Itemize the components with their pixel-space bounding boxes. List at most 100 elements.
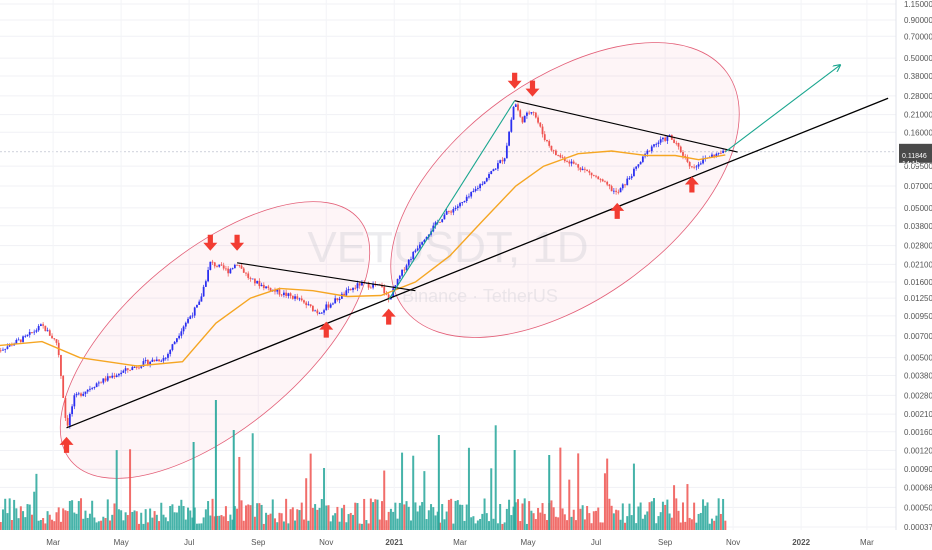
volume-bar [383,470,386,530]
volume-bar [173,512,176,530]
volume-bar [140,512,143,530]
volume-bar [436,511,439,530]
volume-bar [42,518,45,530]
volume-bar [490,468,493,530]
volume-bar [548,455,551,530]
candle-body [169,349,172,354]
y-tick-label: 0.00050 [904,503,932,512]
candle-body [352,287,354,291]
volume-bar [37,520,40,530]
candle-body [31,332,33,333]
candle-body [715,153,718,157]
candle-body [523,115,526,123]
candle-body [630,176,633,179]
candle-body [120,372,123,375]
volume-bar [452,523,455,530]
candle-body [178,335,181,339]
candle-body [675,142,678,144]
volume-bar [367,523,370,530]
candle-body [699,163,702,165]
candle-body [276,289,279,292]
candle-body [254,278,256,284]
candle-body [220,264,223,266]
candle-body [566,161,568,162]
candle-body [189,316,192,319]
volume-bar [369,498,372,530]
volume-bar [146,522,149,530]
volume-bar [704,505,707,530]
volume-bar [387,511,390,530]
candle-body [599,179,602,181]
volume-bar [189,510,192,530]
volume-bar [240,500,243,530]
volume-bar [356,503,359,530]
candle-body [534,112,537,118]
volume-bar [688,517,691,530]
volume-bar [606,458,609,530]
volume-bar [345,522,348,530]
volume-bar [131,511,134,530]
candle-body [8,344,11,347]
volume-bar [325,505,328,530]
candle-body [71,406,73,415]
candle-body [461,202,464,204]
candle-body [503,158,506,162]
volume-bar [550,500,553,530]
candle-body [601,179,604,182]
volume-bar [655,523,658,530]
candle-body [242,268,245,273]
volume-bar [265,512,268,530]
volume-bar [84,510,87,530]
candle-body [476,188,479,189]
candle-body [443,214,446,220]
volume-bar [129,449,132,530]
volume-bar [706,502,709,530]
volume-bar [463,520,466,530]
volume-bar [271,499,274,530]
y-tick-label: 0.50000 [904,54,932,63]
volume-bar [494,425,497,530]
volume-bar [82,518,85,530]
volume-bar [86,517,89,530]
volume-bar [376,499,379,530]
volume-bar [661,501,664,530]
candle-body [300,298,303,301]
volume-bar [586,506,589,530]
volume-bar [621,503,624,530]
candle-body [561,157,564,159]
volume-bar [628,503,631,530]
down-arrow [203,234,218,251]
volume-bar [648,502,651,530]
volume-bar [715,515,718,530]
volume-bar [191,517,194,530]
volume-bar [104,518,107,530]
volume-bar [260,504,263,530]
volume-bar [588,513,591,530]
candle-body [44,325,47,332]
candle-body [682,152,684,156]
candle-body [320,312,323,314]
candle-body [202,286,205,297]
candle-body [557,155,560,156]
y-tick-label: 0.03800 [904,222,932,231]
volume-bar [479,518,482,530]
candle-body [684,155,687,157]
time-axis[interactable]: Mar May Jul Sep Nov 2021 Mar May Jul Sep Nov 2022 Ma… [46,538,874,547]
candle-body [548,141,551,146]
volume-bar [19,506,22,530]
candle-body [463,201,466,203]
price-axis[interactable]: 0.00037 0.00050 0.00068 0.00090 0.00120 0.001… [904,0,932,532]
candle-body [82,393,85,396]
candle-body [722,150,725,154]
candle-body [68,414,71,426]
volume-bar [44,523,47,530]
candle-body [577,164,580,168]
candle-body [182,326,185,332]
candle-body [575,163,577,165]
candle-body [316,310,319,314]
y-tick-label: 0.16000 [904,128,932,137]
volume-bar [124,512,127,530]
candle-body [138,367,140,369]
candle-body [510,119,513,132]
